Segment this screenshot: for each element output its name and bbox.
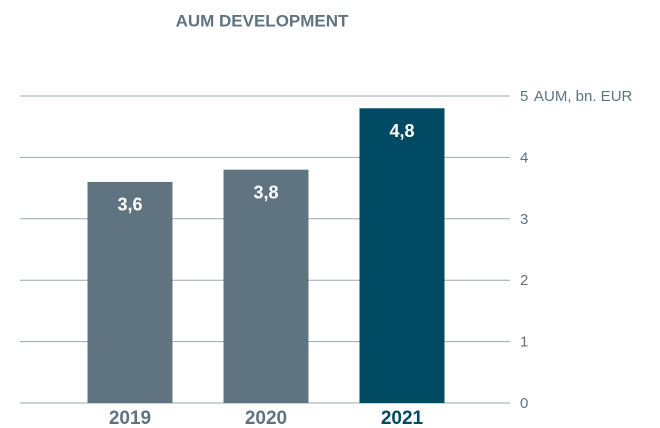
y-tick-label: 0 [520,395,528,412]
value-label: 4,8 [389,121,414,141]
y-tick-label: 5 [520,88,528,105]
y-axis-label: AUM, bn. EUR [534,88,633,105]
bar [359,108,445,403]
value-label: 3,8 [253,182,278,202]
x-tick-label: 2020 [245,408,287,428]
y-tick-label: 1 [520,334,528,351]
x-tick-label: 2019 [109,408,151,428]
x-tick-label: 2021 [381,408,424,428]
chart-title: AUM DEVELOPMENT [176,11,349,30]
bar [87,181,173,403]
value-label: 3,6 [117,195,142,215]
y-tick-label: 4 [520,149,528,166]
y-tick-label: 3 [520,211,528,228]
y-tick-label: 2 [520,272,528,289]
bar [223,169,309,403]
